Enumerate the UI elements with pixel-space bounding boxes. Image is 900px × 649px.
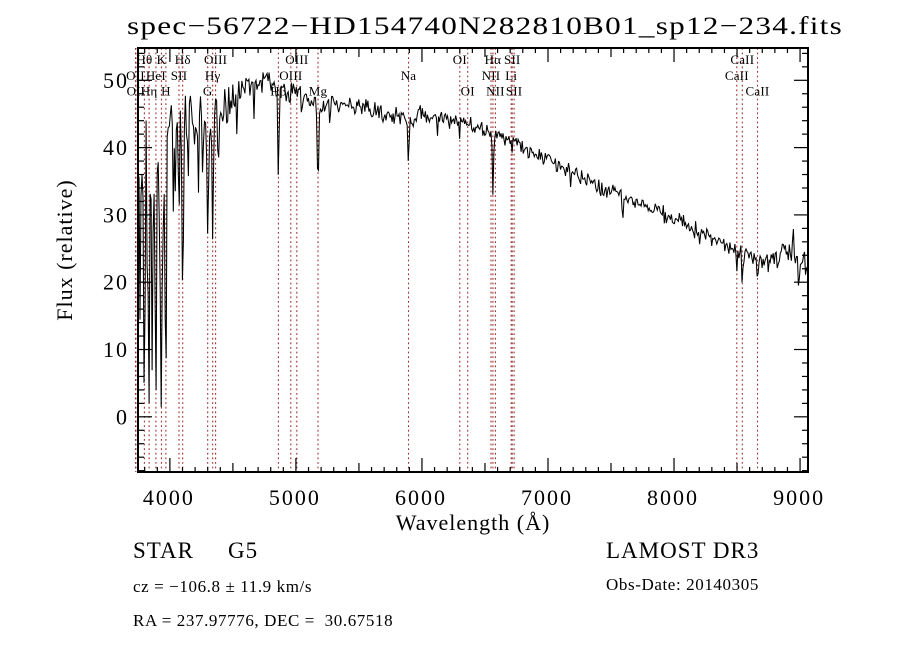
object-subclass: G5 [228, 538, 258, 563]
y-tick-label: 40 [103, 135, 129, 160]
x-axis-title: Wavelength (Å) [396, 510, 551, 535]
line-label: Mg [309, 84, 328, 99]
line-label: CaII [746, 84, 770, 99]
x-tick-label: 4000 [143, 485, 195, 510]
y-tick-label: 20 [103, 270, 129, 295]
plot-title: spec−56722−HD154740N282810B01_sp12−234.f… [127, 13, 843, 40]
x-tick-labels: 4000 5000 6000 7000 8000 9000 [143, 485, 825, 510]
x-tick-label: 8000 [647, 485, 699, 510]
object-class: STAR [133, 538, 194, 563]
y-tick-label: 10 [103, 337, 129, 362]
x-tick-label: 5000 [269, 485, 321, 510]
line-label: Hβ [270, 84, 287, 99]
line-label: OII [126, 68, 145, 83]
spectral-line-markers [134, 48, 759, 472]
plot-frame [137, 47, 809, 473]
cz-value: cz = −106.8 ± 11.9 km/s [133, 577, 312, 596]
line-label: HeI [146, 68, 166, 83]
line-label: G [203, 84, 213, 99]
line-label: Hγ [205, 68, 221, 83]
x-tick-label: 6000 [395, 485, 447, 510]
line-label: Li [505, 68, 517, 83]
line-label: CaII [725, 68, 749, 83]
line-label: Hη [141, 84, 158, 99]
y-tick-label: 50 [103, 68, 129, 93]
line-label: NII [486, 84, 505, 99]
axis-ticks [138, 48, 808, 472]
x-tick-label: 9000 [773, 485, 825, 510]
line-label: SII [504, 52, 521, 67]
line-label: K [157, 52, 167, 67]
line-label: Hδ [175, 52, 191, 67]
flux-curve [138, 71, 808, 408]
spectrum-trace [138, 71, 808, 408]
line-label: SII [506, 84, 523, 99]
ra-dec-value: RA = 237.97776, DEC = 30.67518 [133, 611, 393, 630]
line-label: Hθ [136, 52, 152, 67]
line-label: OIII [204, 52, 227, 67]
y-tick-labels: 0 10 20 30 40 50 [103, 68, 129, 429]
line-label: SII [171, 68, 188, 83]
line-label: Hα [485, 52, 502, 67]
line-label: OIII [279, 68, 302, 83]
survey-release: LAMOST DR3 [606, 538, 759, 563]
line-label: NII [482, 68, 501, 83]
obs-date: Obs-Date: 20140305 [606, 575, 759, 594]
line-label: CaII [730, 52, 754, 67]
y-axis-title: Flux (relative) [52, 179, 77, 320]
line-label: OII [127, 84, 146, 99]
line-label: OIII [285, 52, 308, 67]
line-label: H [161, 84, 171, 99]
y-tick-label: 30 [103, 202, 129, 227]
line-label: OI [461, 84, 475, 99]
line-label: Na [401, 68, 417, 83]
line-label: OI [453, 52, 467, 67]
y-tick-label: 0 [116, 404, 129, 429]
x-tick-label: 7000 [521, 485, 573, 510]
